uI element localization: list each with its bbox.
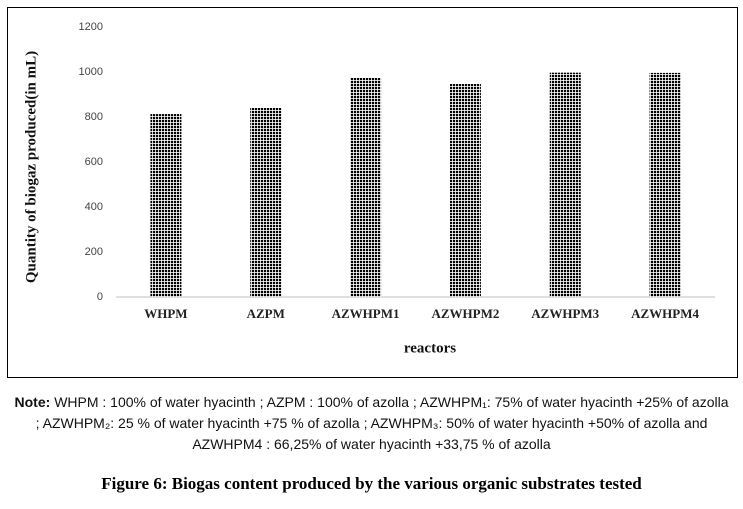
y-tick-label: 1200: [79, 21, 103, 33]
bar: [250, 107, 282, 297]
bar: [549, 72, 581, 297]
y-tick-label: 1000: [79, 66, 103, 78]
y-tick-label: 400: [85, 201, 103, 213]
bar: [449, 83, 481, 297]
x-tick-label: AZWHPM4: [631, 306, 699, 321]
x-tick-label: AZWHPM1: [332, 306, 400, 321]
x-axis-title: reactors: [404, 340, 456, 356]
chart-border: [7, 7, 738, 378]
chart: reactors Quantity of biogaz produced(in …: [7, 7, 738, 378]
y-tick-label: 600: [85, 156, 103, 168]
note-text: WHPM : 100% of water hyacinth ; AZPM : 1…: [35, 394, 729, 452]
x-tick-label: WHPM: [144, 306, 187, 321]
bar: [350, 77, 382, 297]
bar: [649, 72, 681, 298]
y-tick-label: 200: [85, 246, 103, 258]
y-tick-label: 0: [97, 291, 103, 303]
x-tick-label: AZPM: [247, 306, 285, 321]
note: Note: WHPM : 100% of water hyacinth ; AZ…: [12, 392, 731, 455]
x-tick-label: AZWHPM2: [431, 306, 499, 321]
y-axis-title: Quantity of biogaz produced(in mL): [23, 51, 39, 283]
y-tick-label: 800: [85, 111, 103, 123]
note-label: Note:: [14, 394, 51, 410]
figure-caption: Figure 6: Biogas content produced by the…: [101, 474, 642, 493]
x-tick-label: AZWHPM3: [531, 306, 599, 321]
bar: [150, 114, 182, 297]
